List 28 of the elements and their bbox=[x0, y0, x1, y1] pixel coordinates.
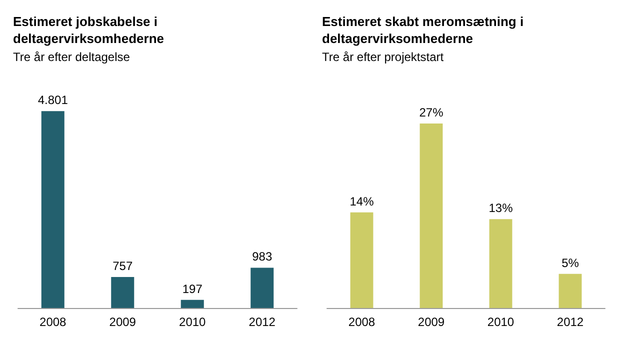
x-tick-label: 2010 bbox=[487, 315, 514, 329]
x-tick-label: 2009 bbox=[418, 315, 445, 329]
x-tick-label: 2009 bbox=[109, 315, 136, 329]
bar bbox=[41, 111, 64, 308]
x-tick-label: 2012 bbox=[556, 315, 584, 329]
bar bbox=[111, 276, 134, 308]
x-tick-label: 2012 bbox=[248, 315, 276, 329]
data-label: 757 bbox=[112, 258, 133, 273]
bar bbox=[420, 124, 443, 308]
bar bbox=[350, 212, 374, 308]
bar bbox=[558, 274, 582, 308]
x-tick-label: 2008 bbox=[40, 315, 67, 329]
bar bbox=[489, 219, 512, 308]
x-tick-label: 2008 bbox=[348, 315, 376, 329]
data-label: 27% bbox=[419, 106, 444, 120]
data-label: 4.801 bbox=[38, 93, 68, 108]
x-tick-label: 2010 bbox=[179, 315, 206, 329]
data-label: 13% bbox=[488, 201, 514, 216]
chart-subtitle: Tre år efter deltagelse bbox=[13, 50, 130, 64]
data-label: 197 bbox=[182, 282, 203, 296]
data-label: 5% bbox=[562, 256, 580, 270]
bar bbox=[250, 268, 274, 308]
chart-title: Estimeret skabt meromsætning i deltagervirksomhederne bbox=[322, 14, 524, 46]
data-label: 14% bbox=[350, 194, 374, 208]
chart-subtitle: Tre år efter projektstart bbox=[322, 50, 444, 64]
bar bbox=[180, 300, 204, 308]
data-label: 983 bbox=[252, 250, 272, 264]
chart-title: Estimeret jobskabelse i deltagervirksomhederne bbox=[13, 14, 164, 46]
